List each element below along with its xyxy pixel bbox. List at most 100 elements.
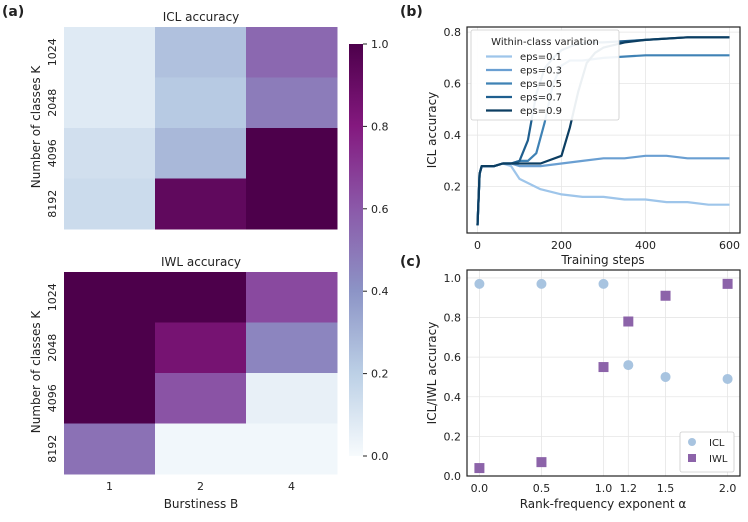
y-tick-label: 0.2 (444, 430, 462, 443)
heatmap-cell (155, 373, 247, 424)
panel-label-c: (c) (400, 254, 421, 270)
iwl-heatmap-xlabel: Burstiness B (164, 497, 239, 511)
rank-frequency-chart: 0.0 0.5 1.0 1.2 1.5 2.0 0.0 0.2 0.4 0.6 0.8 1.0 ICL… (425, 269, 741, 511)
heatmap-cell (246, 423, 338, 475)
point-IWL (474, 463, 485, 474)
y-tick-label: 0.8 (444, 312, 462, 325)
heatmap-cell (246, 128, 338, 179)
y-tick-label: 0.2 (444, 181, 462, 194)
y-tick-label: 0.8 (444, 26, 462, 39)
icl-training-legend: Within-class variation eps=0.1 eps=0.3 eps… (470, 29, 620, 121)
colorbar-tick-label: 0.8 (371, 120, 389, 133)
legend-label: ICL (709, 438, 725, 449)
heatmap-cell (64, 373, 156, 424)
y-tick-label: 1.0 (444, 272, 462, 285)
rank-frequency-legend: ICL IWL (679, 431, 735, 473)
colorbar-tick-label: 0.6 (371, 203, 389, 216)
heatmap-cell (155, 27, 247, 78)
point-IWL (623, 316, 634, 327)
heatmap-col-label: 4 (288, 480, 295, 493)
point-IWL (722, 278, 733, 289)
iwl-heatmap: IWL accuracy Number of classes K 1024 204… (29, 255, 338, 511)
icl-training-chart: 0 200 400 600 0.2 0.4 0.6 0.8 ICL accuracy Trai… (425, 26, 741, 267)
heatmap-row-label: 4096 (46, 384, 59, 412)
heatmap-cell (64, 77, 156, 129)
legend-label: eps=0.7 (520, 93, 562, 104)
legend-title: Within-class variation (491, 37, 599, 48)
icl-training-frame (466, 26, 741, 234)
heatmap-cell (246, 272, 338, 323)
colorbar-gradient (349, 44, 363, 456)
icl-training-ylabel: ICL accuracy (425, 92, 439, 169)
scatter-legend-box (679, 431, 735, 473)
y-tick-label: 0.4 (444, 129, 462, 142)
legend-marker (688, 454, 696, 462)
heatmap-col-label: 1 (106, 480, 113, 493)
colorbar-tick-label: 0.2 (371, 368, 389, 381)
heatmap-cell (246, 77, 338, 129)
rank-frequency-xlabel: Rank-frequency exponent α (520, 497, 687, 511)
x-tick-label: 0 (474, 239, 481, 252)
heatmap-cell (155, 322, 247, 374)
icl-heatmap-ylabel: Number of classes K (29, 65, 43, 189)
x-tick-label: 400 (635, 239, 656, 252)
legend-label: eps=0.5 (520, 79, 562, 90)
legend-label: eps=0.1 (520, 52, 562, 63)
heatmap-row-label: 8192 (46, 435, 59, 463)
point-IWL (660, 290, 671, 301)
heatmap-cell (155, 423, 247, 475)
icl-training-xlabel: Training steps (560, 253, 644, 267)
heatmap-cell (64, 423, 156, 475)
heatmap-cell (155, 128, 247, 179)
y-tick-label: 0.4 (444, 391, 462, 404)
heatmap-cell (246, 322, 338, 374)
x-tick-label: 1.5 (657, 482, 675, 495)
heatmap-row-label: 2048 (46, 89, 59, 117)
series-line-eps=0.9 (476, 36, 730, 226)
legend-label: eps=0.3 (520, 66, 562, 77)
y-tick-label: 0.6 (444, 351, 462, 364)
heatmap-cell (64, 128, 156, 179)
heatmap-cell (246, 27, 338, 78)
point-ICL (598, 278, 609, 289)
heatmap-cell (64, 178, 156, 230)
point-IWL (598, 362, 609, 373)
heatmap-cell (155, 178, 247, 230)
colorbar-tick-label: 1.0 (371, 38, 389, 51)
panel-label-b: (b) (400, 4, 423, 20)
point-IWL (536, 457, 547, 468)
rank-frequency-frame (466, 269, 741, 477)
iwl-heatmap-ylabel: Number of classes K (29, 310, 43, 434)
colorbar-tick-label: 0.0 (371, 450, 389, 463)
heatmap-row-label: 4096 (46, 139, 59, 167)
rank-frequency-ylabel: ICL/IWL accuracy (425, 322, 439, 425)
heatmap-cell (64, 272, 156, 323)
series-line-eps=0.3 (476, 154, 730, 226)
colorbar: 1.0 0.8 0.6 0.4 0.2 0.0 (349, 38, 389, 463)
heatmap-cell (64, 27, 156, 78)
heatmap-cell (155, 77, 247, 129)
legend-label: IWL (709, 454, 728, 465)
x-tick-label: 0.5 (533, 482, 551, 495)
heatmap-row-label: 2048 (46, 334, 59, 362)
heatmap-cell (64, 322, 156, 374)
point-ICL (474, 278, 485, 289)
heatmap-col-label: 2 (197, 480, 204, 493)
y-tick-label: 0.0 (444, 470, 462, 483)
x-tick-label: 1.2 (620, 482, 638, 495)
colorbar-tick-label: 0.4 (371, 285, 389, 298)
icl-heatmap: ICL accuracy Number of classes K 1024 204… (29, 10, 338, 230)
point-ICL (623, 360, 634, 371)
legend-label: eps=0.9 (520, 106, 562, 117)
icl-heatmap-title: ICL accuracy (163, 10, 240, 24)
heatmap-row-label: 1024 (46, 38, 59, 66)
x-tick-label: 2.0 (719, 482, 737, 495)
point-ICL (722, 373, 733, 384)
series-line-eps=0.1 (476, 162, 730, 226)
heatmap-cell (246, 373, 338, 424)
x-tick-label: 600 (719, 239, 740, 252)
x-tick-label: 200 (551, 239, 572, 252)
point-ICL (660, 371, 671, 382)
iwl-heatmap-title: IWL accuracy (161, 255, 241, 269)
